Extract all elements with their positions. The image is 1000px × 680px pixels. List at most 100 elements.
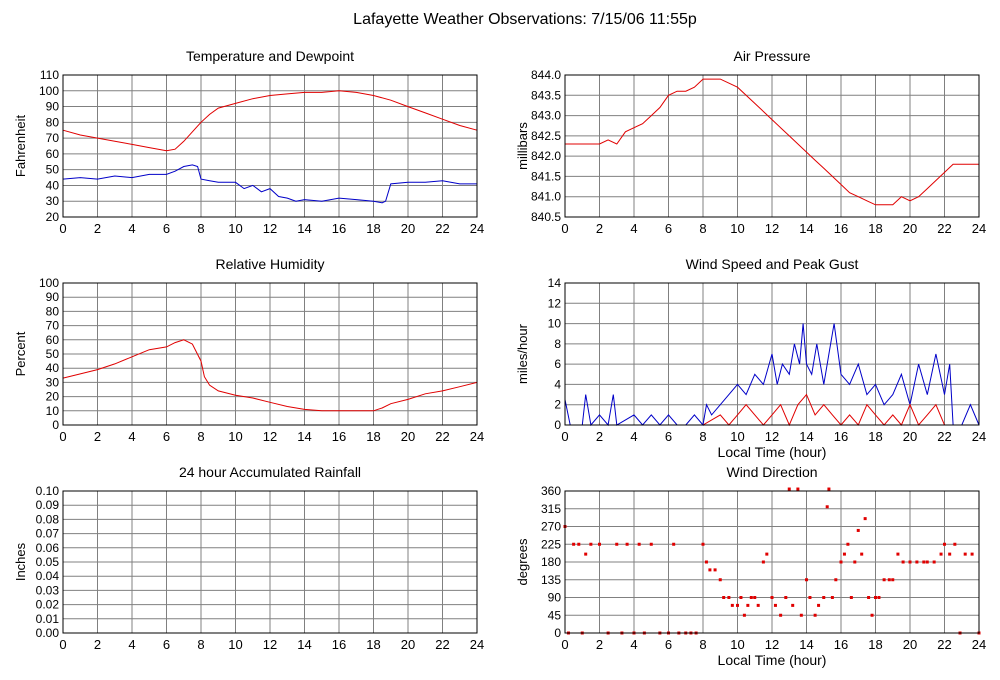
pressure-x-tick-label: 10 — [730, 221, 744, 236]
wind_dir-point — [896, 552, 900, 556]
rain-y-tick-label: 0.03 — [36, 583, 60, 597]
pressure-y-tick-label: 842.0 — [531, 149, 561, 163]
wind_dir-point — [867, 596, 871, 599]
wind_dir-point — [813, 613, 817, 617]
pressure-y-tick-label: 843.0 — [531, 109, 561, 123]
temp-x-tick-label: 14 — [297, 221, 311, 236]
wind_dir-point — [853, 560, 857, 564]
wind_dir-point — [746, 603, 750, 607]
wind_dir-point — [765, 552, 769, 556]
temp-x-tick-label: 2 — [94, 221, 101, 236]
wind_dir-point — [649, 542, 653, 546]
wind_dir-point — [637, 542, 641, 546]
temp-x-tick-label: 16 — [332, 221, 346, 236]
wind_dir-x-tick-label: 6 — [665, 637, 672, 652]
wind_dir-point — [727, 596, 731, 599]
wind_dir-point — [713, 568, 717, 572]
wind_dir-point — [856, 528, 860, 532]
pressure-frame — [564, 74, 980, 218]
rain-y-tick-label: 0.09 — [36, 498, 60, 512]
temp-title: Temperature and Dewpoint — [186, 48, 354, 64]
wind_dir-point — [753, 596, 757, 599]
humidity-y-tick-label: 0 — [52, 418, 59, 432]
wind_dir-point — [842, 552, 846, 556]
rain-x-tick-label: 12 — [263, 637, 277, 652]
temp-frame — [62, 74, 478, 218]
wind_speed-y-tick-label: 6 — [554, 357, 561, 371]
temp-y-tick-label: 80 — [46, 115, 60, 129]
wind_dir-point — [943, 542, 946, 546]
pressure-x-tick-label: 14 — [799, 221, 813, 236]
wind_speed-xlabel: Local Time (hour) — [718, 444, 827, 460]
pressure-y-tick-label: 843.5 — [531, 88, 561, 102]
rain-y-tick-label: 0.01 — [36, 612, 60, 626]
temp-y-tick-label: 110 — [40, 68, 59, 82]
pressure-x-tick-label: 4 — [630, 221, 637, 236]
wind_dir-point — [925, 560, 929, 564]
humidity-y-tick-label: 100 — [39, 276, 59, 290]
humidity-y-tick-label: 80 — [46, 304, 60, 318]
humidity-x-tick-label: 14 — [297, 429, 311, 444]
wind_dir-point — [922, 560, 926, 564]
humidity-x-tick-label: 12 — [263, 429, 277, 444]
wind_speed-x-tick-label: 22 — [937, 429, 951, 444]
wind_dir-point — [770, 596, 774, 599]
pressure-y-tick-label: 841.5 — [531, 169, 561, 183]
wind_dir-point — [722, 596, 726, 599]
rain-x-tick-label: 16 — [332, 637, 346, 652]
wind_dir-point — [901, 560, 905, 564]
wind_dir-x-tick-label: 18 — [868, 637, 882, 652]
rain-x-tick-label: 4 — [128, 637, 135, 652]
wind_dir-x-tick-label: 0 — [561, 637, 568, 652]
wind_speed-y-tick-label: 0 — [554, 418, 561, 432]
wind_dir-point — [817, 603, 821, 607]
wind_dir-point — [799, 613, 803, 617]
wind_dir-x-tick-label: 8 — [699, 637, 706, 652]
temp-y-tick-label: 100 — [39, 84, 59, 98]
wind_dir-point — [827, 487, 831, 491]
temp-x-tick-label: 12 — [263, 221, 277, 236]
rain-frame — [62, 490, 478, 634]
wind_dir-y-tick-label: 180 — [541, 555, 561, 569]
wind_dir-xlabel: Local Time (hour) — [718, 652, 827, 668]
humidity-y-tick-label: 10 — [46, 404, 60, 418]
wind_dir-point — [963, 552, 967, 556]
temp-x-tick-label: 8 — [197, 221, 204, 236]
wind_dir-point — [584, 552, 588, 556]
rain-y-tick-label: 0.10 — [36, 484, 60, 498]
temp-x-tick-label: 22 — [435, 221, 449, 236]
rain-y-tick-label: 0.06 — [36, 541, 60, 555]
rain-x-tick-label: 6 — [163, 637, 170, 652]
wind_dir-x-tick-label: 14 — [799, 637, 813, 652]
pressure-x-tick-label: 18 — [868, 221, 882, 236]
wind_speed-x-tick-label: 14 — [799, 429, 813, 444]
wind_dir-x-tick-label: 20 — [903, 637, 917, 652]
humidity-y-tick-label: 20 — [46, 390, 60, 404]
wind_dir-point — [739, 596, 743, 599]
wind_dir-point — [953, 542, 957, 546]
wind_dir-x-tick-label: 4 — [630, 637, 637, 652]
humidity-x-tick-label: 16 — [332, 429, 346, 444]
pressure-x-tick-label: 22 — [937, 221, 951, 236]
pressure-y-tick-label: 840.5 — [531, 210, 561, 224]
rain-x-tick-label: 8 — [197, 637, 204, 652]
wind_dir-point — [860, 552, 864, 556]
wind_dir-point — [672, 542, 676, 546]
humidity-x-tick-label: 24 — [470, 429, 484, 444]
pressure-series-0 — [565, 78, 979, 206]
wind_dir-x-tick-label: 10 — [730, 637, 744, 652]
humidity-x-tick-label: 0 — [59, 429, 66, 444]
rain-y-tick-label: 0.00 — [36, 626, 60, 640]
wind_speed-y-tick-label: 8 — [554, 337, 561, 351]
wind_dir-point — [730, 603, 734, 607]
humidity-y-tick-label: 40 — [46, 361, 60, 375]
wind_speed-x-tick-label: 2 — [596, 429, 603, 444]
temp-x-tick-label: 0 — [59, 221, 66, 236]
wind_dir-y-tick-label: 360 — [541, 484, 561, 498]
wind_dir-point — [846, 542, 850, 546]
wind_dir-point — [589, 542, 593, 546]
wind_dir-point — [915, 560, 919, 564]
rain-y-tick-label: 0.07 — [36, 527, 60, 541]
pressure-x-tick-label: 0 — [561, 221, 568, 236]
